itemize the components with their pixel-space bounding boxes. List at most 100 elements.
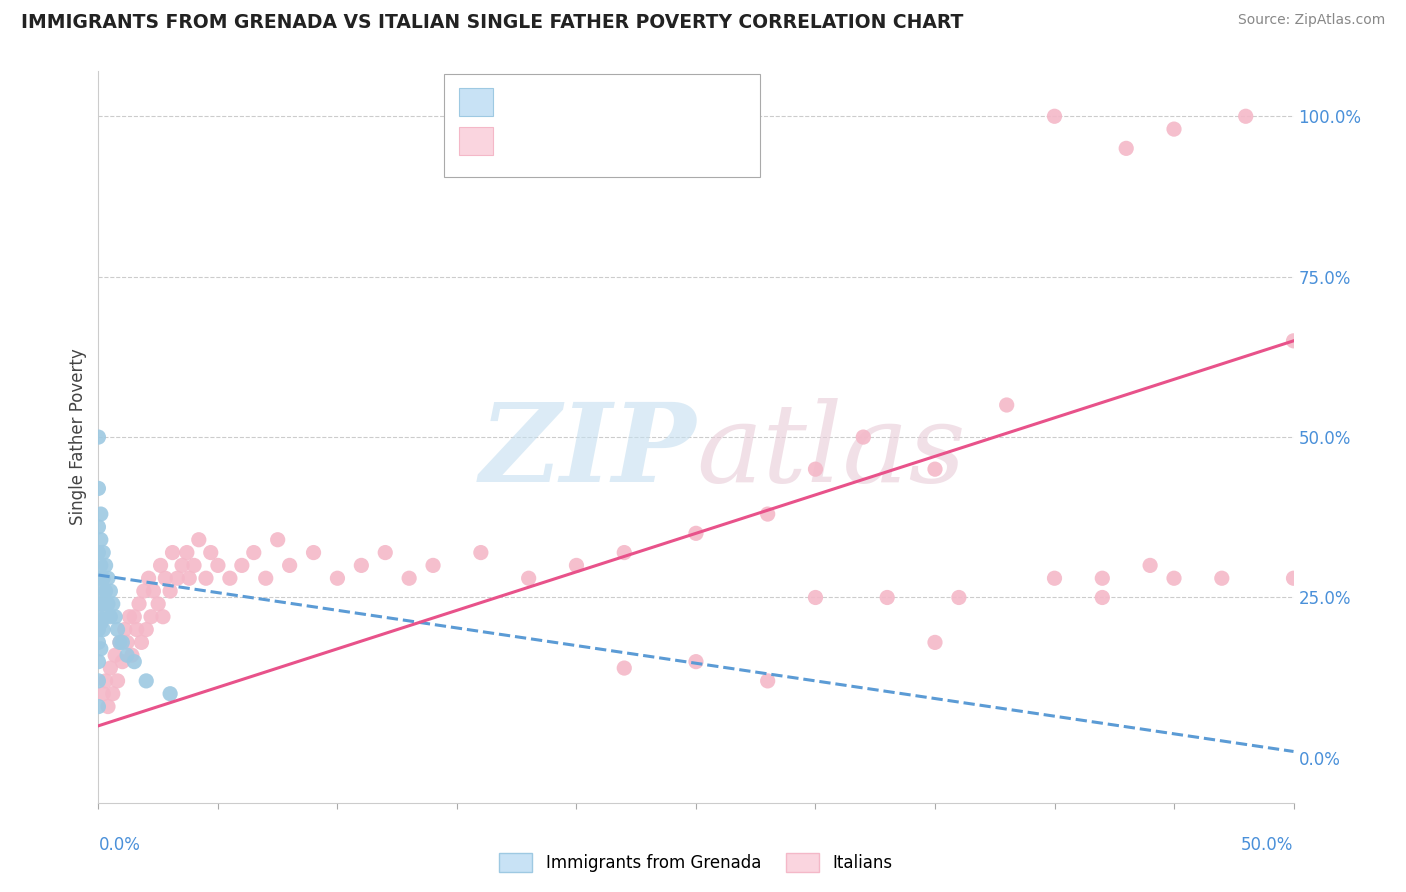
Point xyxy=(111,655,134,669)
Point xyxy=(1043,109,1066,123)
Point xyxy=(1115,141,1137,155)
Point xyxy=(1091,591,1114,605)
Point xyxy=(517,571,540,585)
Text: N =: N = xyxy=(613,92,651,110)
Point xyxy=(87,520,110,534)
Point xyxy=(1139,558,1161,573)
Point xyxy=(243,545,266,559)
Point xyxy=(90,558,112,573)
Point xyxy=(302,545,325,559)
Y-axis label: Single Father Poverty: Single Father Poverty xyxy=(69,349,87,525)
Point xyxy=(374,545,396,559)
Point xyxy=(107,673,129,688)
Point xyxy=(613,661,636,675)
Point xyxy=(87,430,110,444)
Text: 0.541: 0.541 xyxy=(538,131,599,149)
Point xyxy=(278,558,301,573)
Point xyxy=(756,673,779,688)
Point xyxy=(87,545,110,559)
Point xyxy=(924,635,946,649)
Point xyxy=(87,655,110,669)
Point xyxy=(685,526,707,541)
Point xyxy=(1163,122,1185,136)
Text: atlas: atlas xyxy=(696,398,966,506)
Point xyxy=(124,655,146,669)
Point xyxy=(148,597,170,611)
Point xyxy=(91,687,114,701)
Point xyxy=(101,597,124,611)
Point xyxy=(350,558,373,573)
Point xyxy=(995,398,1018,412)
Point xyxy=(87,609,110,624)
Point xyxy=(90,577,112,591)
Point xyxy=(179,571,201,585)
Point xyxy=(90,641,112,656)
Point xyxy=(118,609,141,624)
Point xyxy=(200,545,222,559)
Point xyxy=(97,571,120,585)
Point xyxy=(219,571,242,585)
Point xyxy=(159,584,181,599)
Point xyxy=(1091,571,1114,585)
Point xyxy=(685,655,707,669)
Point xyxy=(91,623,114,637)
Point xyxy=(152,609,174,624)
Point xyxy=(1043,571,1066,585)
Point xyxy=(115,648,138,663)
Point xyxy=(108,635,131,649)
Text: Source: ZipAtlas.com: Source: ZipAtlas.com xyxy=(1237,13,1385,28)
Point xyxy=(124,609,146,624)
Point xyxy=(804,591,827,605)
Point xyxy=(132,584,155,599)
Point xyxy=(470,545,492,559)
Point xyxy=(138,571,160,585)
Point xyxy=(1163,571,1185,585)
Point xyxy=(135,673,157,688)
Text: 78: 78 xyxy=(652,131,676,149)
Point xyxy=(91,597,114,611)
Point xyxy=(91,571,114,585)
Point xyxy=(756,507,779,521)
Text: ZIP: ZIP xyxy=(479,398,696,506)
Point xyxy=(128,597,150,611)
Point xyxy=(87,571,110,585)
Point xyxy=(162,545,184,559)
Point xyxy=(267,533,290,547)
Point xyxy=(149,558,172,573)
Text: R =: R = xyxy=(498,92,536,110)
Point xyxy=(94,584,117,599)
Point xyxy=(90,597,112,611)
Point xyxy=(565,558,588,573)
Point xyxy=(1282,571,1305,585)
Point xyxy=(104,648,127,663)
Point xyxy=(135,623,157,637)
Point xyxy=(1234,109,1257,123)
Point xyxy=(87,699,110,714)
Point xyxy=(91,545,114,559)
Point xyxy=(231,558,253,573)
Point xyxy=(183,558,205,573)
Point xyxy=(87,635,110,649)
Point xyxy=(155,571,177,585)
Point xyxy=(90,616,112,631)
Point xyxy=(254,571,277,585)
Point xyxy=(326,571,349,585)
Point xyxy=(115,635,138,649)
Point xyxy=(87,623,110,637)
Point xyxy=(876,591,898,605)
Point xyxy=(97,699,120,714)
Point xyxy=(852,430,875,444)
Point xyxy=(94,558,117,573)
Point xyxy=(172,558,194,573)
Point xyxy=(194,571,218,585)
Point xyxy=(187,533,209,547)
Text: IMMIGRANTS FROM GRENADA VS ITALIAN SINGLE FATHER POVERTY CORRELATION CHART: IMMIGRANTS FROM GRENADA VS ITALIAN SINGL… xyxy=(21,13,963,32)
Point xyxy=(1211,571,1233,585)
Point xyxy=(98,661,122,675)
Point xyxy=(142,584,165,599)
Point xyxy=(98,584,122,599)
Point xyxy=(87,482,110,496)
Point xyxy=(207,558,229,573)
Point xyxy=(125,623,148,637)
Point xyxy=(613,545,636,559)
